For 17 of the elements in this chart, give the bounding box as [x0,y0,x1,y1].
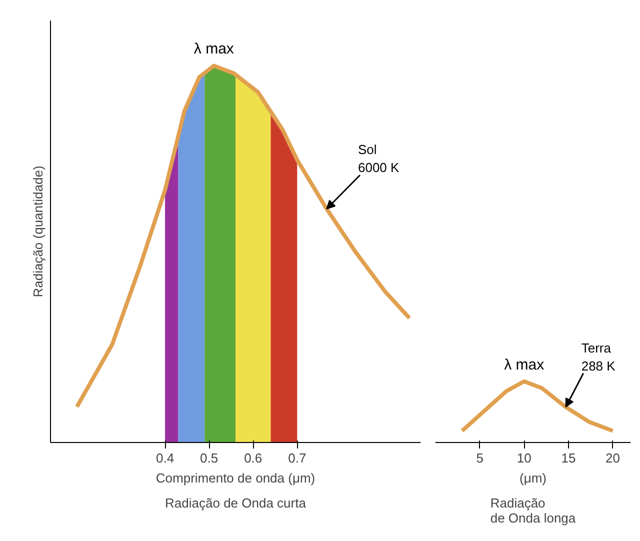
y-axis-title: Radiação (quantidade) [30,166,46,298]
text: Radiação de Onda longa [490,496,576,526]
x-axis-title: Comprimento de onda (μm) [156,470,316,486]
x-tick-label: 0.5 [200,450,218,466]
x-tick-label: 0.7 [288,450,306,466]
annotation: Terra 288 K [581,340,616,374]
annotation: Sol 6000 K [358,142,400,176]
x-tick-label: 10 [516,450,532,466]
x-tick-label: 5 [476,450,484,466]
text: Radiação de Onda curta [165,496,307,510]
x-tick-label: 0.4 [156,450,174,466]
x-tick-label: 0.6 [244,450,262,466]
x-tick-label: 15 [561,450,576,466]
x-tick-label: 20 [606,450,620,466]
annotation: λ max [504,356,545,374]
annotation: λ max [194,40,234,58]
x-axis-title: (μm) [520,470,546,486]
